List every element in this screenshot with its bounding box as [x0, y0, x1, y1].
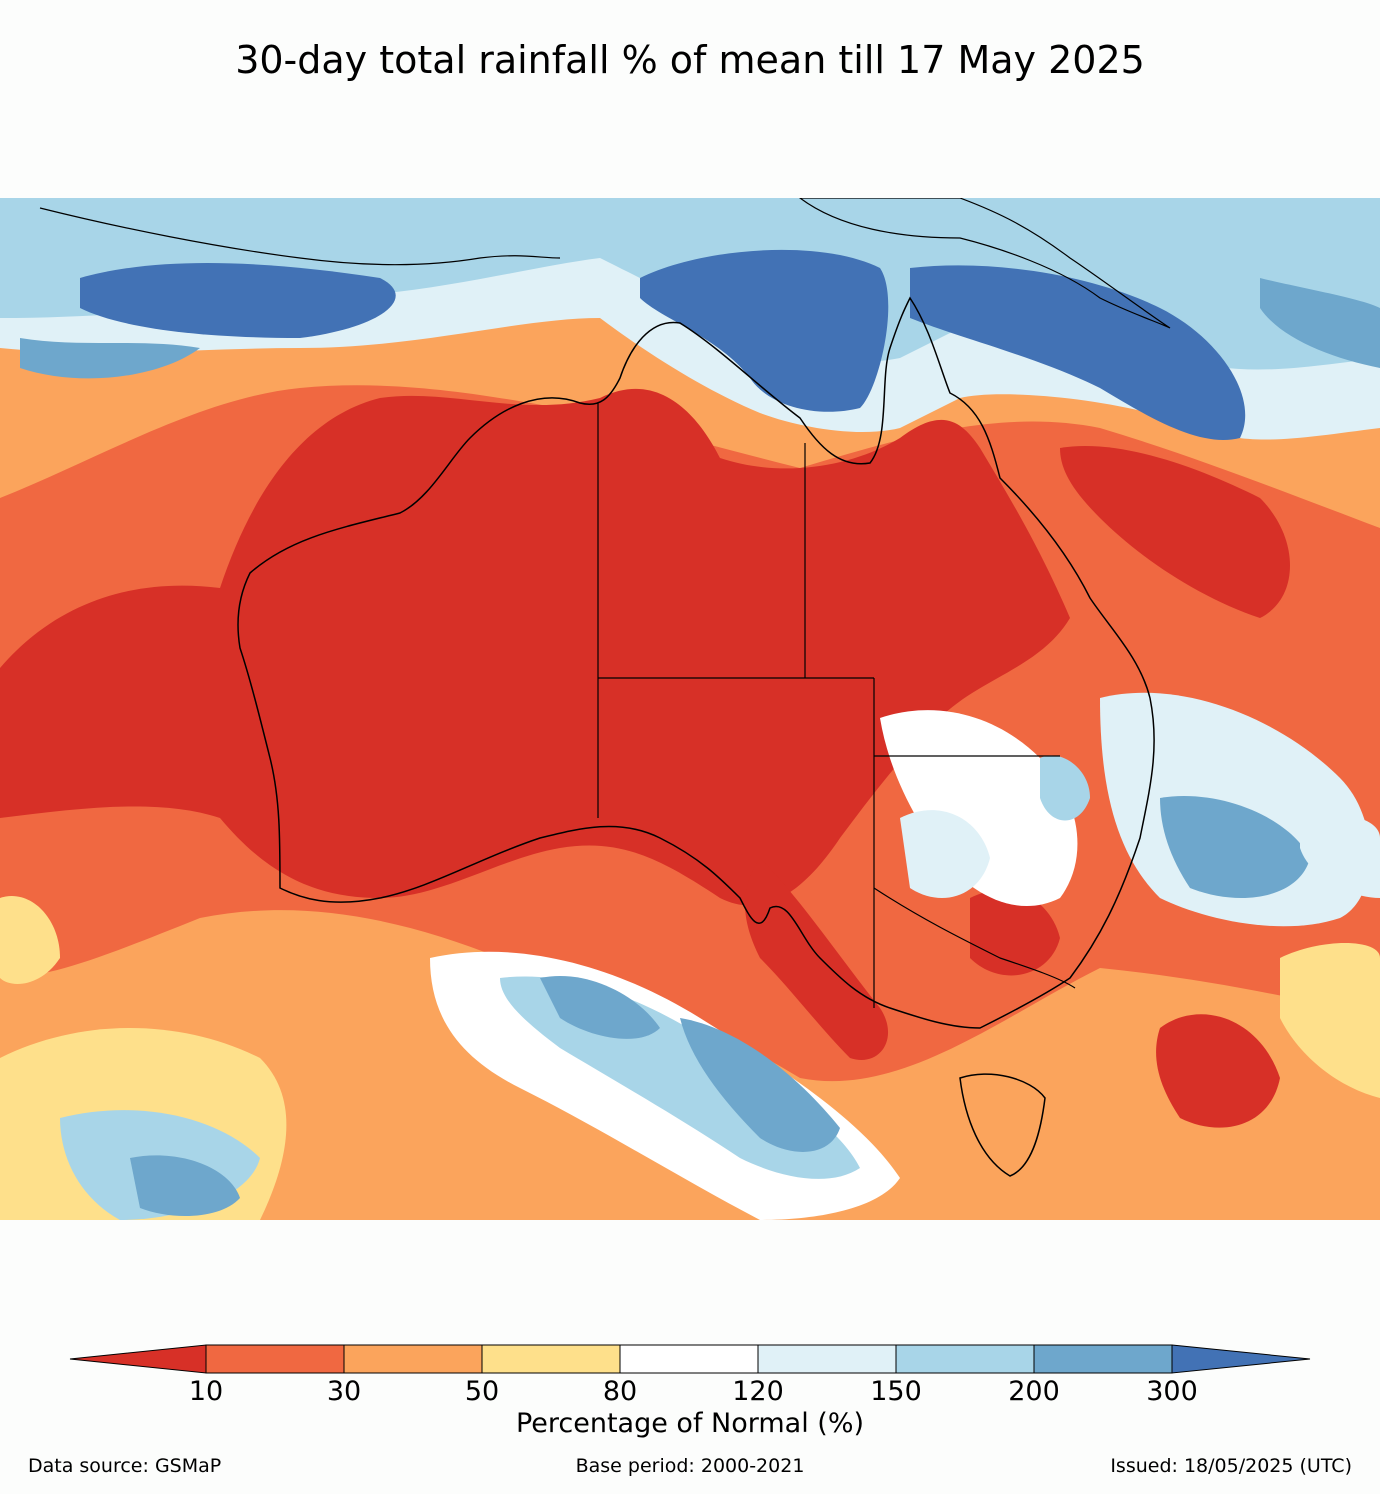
colorbar-tick-label: 80 — [602, 1376, 638, 1407]
data-source: Data source: GSMaP — [28, 1455, 222, 1477]
colorbar-segment — [481, 1344, 621, 1374]
colorbar-tick-label: 300 — [1146, 1376, 1198, 1407]
colorbar-segment — [757, 1344, 897, 1374]
map-title: 30-day total rainfall % of mean till 17 … — [235, 38, 1145, 82]
colorbar-tick-label: 120 — [732, 1376, 784, 1407]
tasmania-outline — [959, 1073, 1046, 1177]
australia-coastline — [237, 296, 1155, 1029]
colorbar-tick-label: 10 — [188, 1376, 224, 1407]
southern-ocean-bands — [0, 814, 1380, 1220]
colorbar-tick-label: 200 — [1008, 1376, 1060, 1407]
new-guinea-outline — [798, 198, 1171, 329]
colorbar-segment-over — [1171, 1344, 1311, 1374]
colorbar-label: Percentage of Normal (%) — [515, 1408, 865, 1439]
colorbar-segment — [205, 1344, 345, 1374]
colorbar-segment — [895, 1344, 1035, 1374]
colorbar — [60, 1336, 1320, 1386]
indonesia-outline — [39, 207, 561, 266]
colorbar-segment-under — [69, 1344, 207, 1374]
colorbar-segment — [1033, 1344, 1173, 1374]
southeast-wet-patches — [880, 692, 1370, 927]
colorbar-segment — [619, 1344, 759, 1374]
colorbar-segment — [343, 1344, 483, 1374]
colorbar-tick-label: 50 — [464, 1376, 500, 1407]
rainfall-map — [0, 198, 1380, 1220]
base-period: Base period: 2000-2021 — [575, 1455, 805, 1477]
issued-date: Issued: 18/05/2025 (UTC) — [1110, 1455, 1352, 1477]
state-borders — [597, 403, 1076, 1008]
very-dry-core — [0, 388, 1290, 1128]
colorbar-tick-label: 150 — [870, 1376, 922, 1407]
colorbar-tick-label: 30 — [326, 1376, 362, 1407]
northern-wet-band — [0, 198, 1380, 440]
